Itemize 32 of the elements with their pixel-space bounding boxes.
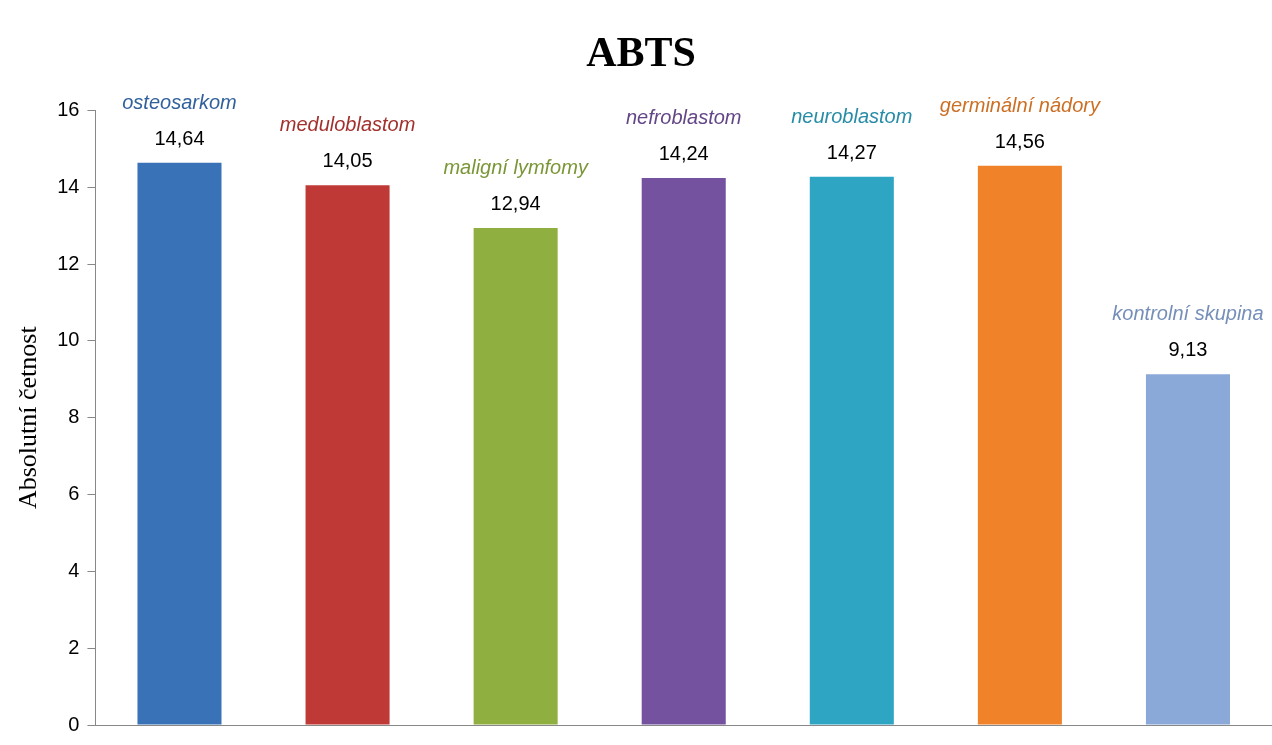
x-tick-label: osteosarkom (122, 90, 237, 113)
x-tick-label: germinální nádory (939, 93, 1101, 116)
y-tick-label: 16 (57, 97, 80, 120)
bar (305, 185, 390, 725)
data-label: 14,64 (154, 126, 205, 149)
x-tick-label: kontrolní skupina (1112, 302, 1264, 325)
x-tick-label: meduloblastom (279, 113, 416, 136)
y-tick-label: 8 (68, 405, 80, 428)
y-tick-label: 10 (57, 328, 80, 351)
y-tick-label: 12 (57, 251, 80, 274)
bar (473, 227, 558, 725)
x-tick-label: maligní lymfomy (443, 155, 589, 178)
bar (641, 178, 726, 725)
y-tick-label: 2 (68, 635, 80, 658)
bar (137, 162, 222, 725)
y-tick-label: 6 (68, 482, 80, 505)
bar (977, 165, 1062, 725)
data-label: 14,24 (658, 142, 709, 165)
bar (809, 176, 894, 725)
data-label: 9,13 (1168, 338, 1208, 361)
data-label: 14,05 (322, 149, 373, 172)
data-label: 12,94 (490, 191, 541, 214)
x-tick-label: nefroblastom (625, 106, 742, 129)
y-tick-label: 0 (68, 712, 80, 735)
y-tick-label: 4 (68, 558, 80, 581)
y-axis-title: Absolutní četnost (13, 325, 43, 510)
x-tick-label: neuroblastom (791, 104, 913, 127)
chart-title: ABTS (586, 29, 696, 76)
bar (1145, 374, 1230, 725)
data-label: 14,27 (826, 140, 877, 163)
data-label: 14,56 (994, 129, 1045, 152)
y-tick-label: 14 (57, 174, 80, 197)
